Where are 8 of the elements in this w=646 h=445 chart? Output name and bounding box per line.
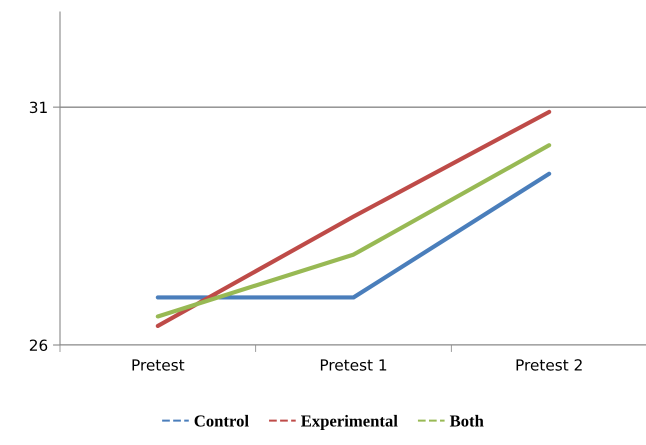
y-tick-label: 31 [30,102,47,114]
legend-label: Both [450,414,484,427]
y-tick-label: 26 [30,339,48,352]
legend-label: Experimental [301,414,398,430]
x-tick-label: Pretest [132,359,184,371]
x-tick-label: Pretest 2 [516,359,582,371]
x-tick-label: Pretest 1 [320,359,386,371]
legend-label: Control [194,414,249,427]
